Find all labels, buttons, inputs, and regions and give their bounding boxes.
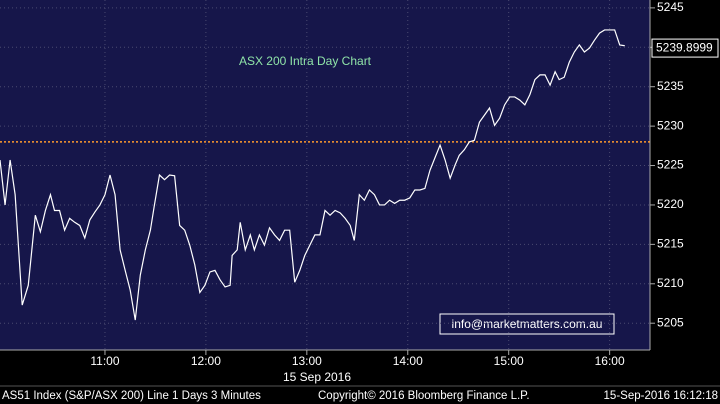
x-tick-label: 11:00 (90, 354, 119, 368)
email-box (439, 313, 615, 335)
x-tick-label: 15:00 (494, 354, 524, 368)
x-tick-label: 14:00 (393, 354, 423, 368)
y-tick-label: 5210 (657, 276, 684, 290)
footer-right: 15-Sep-2016 16:12:18 (604, 390, 718, 402)
x-tick-label: 16:00 (595, 354, 625, 368)
annotation: ASX 200 Intra Day Chart (239, 54, 372, 68)
y-tick-label: 5205 (657, 315, 684, 329)
footer-left: AS51 Index (S&P/ASX 200) Line 1 Days 3 M… (2, 390, 261, 402)
y-tick-label: 5215 (657, 237, 684, 251)
last-value-box (651, 38, 719, 58)
email: info@marketmatters.com.au (452, 317, 603, 331)
last-value-label: 5239.8999 (656, 40, 713, 54)
x-axis-label: 15 Sep 2016 (283, 370, 351, 384)
y-tick-label: 5220 (657, 197, 684, 211)
y-tick-label: 5245 (657, 0, 684, 14)
plot-area (0, 0, 650, 350)
price-line (0, 29, 625, 321)
y-tick-label: 5230 (657, 118, 684, 132)
y-tick-label: 5235 (657, 79, 684, 93)
footer-center: Copyright© 2016 Bloomberg Finance L.P. (318, 390, 530, 402)
x-tick-label: 12:00 (191, 354, 221, 368)
x-tick-label: 13:00 (292, 354, 322, 368)
y-tick-label: 5225 (657, 158, 684, 172)
